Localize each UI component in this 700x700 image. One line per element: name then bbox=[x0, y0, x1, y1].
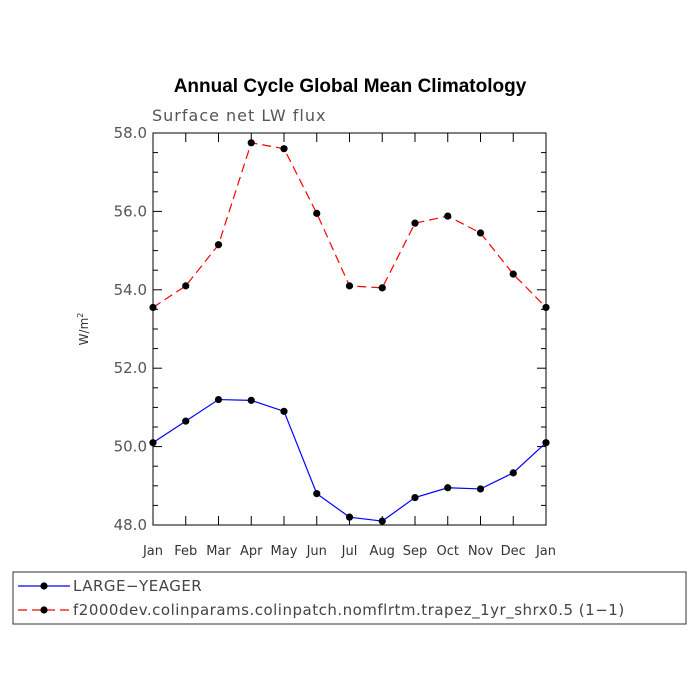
x-tick-label: Jun bbox=[306, 544, 327, 559]
series-line bbox=[152, 398, 547, 522]
x-tick-label: Apr bbox=[240, 544, 263, 559]
x-tick-label: Sep bbox=[403, 544, 428, 559]
data-point bbox=[378, 517, 386, 525]
data-point bbox=[476, 229, 485, 237]
data-point bbox=[182, 417, 190, 425]
data-point bbox=[149, 439, 157, 447]
data-point bbox=[411, 493, 419, 502]
x-tick-label: Aug bbox=[370, 544, 395, 559]
data-point bbox=[542, 439, 550, 447]
plot-area: 48.0 50.0 52.0 54.0 56.0 58.0 Jan Feb Mar Apr May… bbox=[114, 124, 556, 559]
data-point bbox=[214, 395, 223, 404]
data-point bbox=[280, 145, 288, 153]
legend-item: LARGE−YEAGER bbox=[18, 577, 202, 595]
y-tick-label: 54.0 bbox=[114, 281, 147, 299]
y-tick-label: 50.0 bbox=[114, 438, 147, 456]
data-point bbox=[345, 282, 354, 290]
data-point bbox=[378, 284, 386, 292]
x-tick-label: Nov bbox=[468, 544, 494, 559]
chart-title: Annual Cycle Global Mean Climatology bbox=[174, 76, 527, 97]
legend-marker bbox=[40, 582, 48, 590]
series-2 bbox=[149, 139, 550, 312]
y-axis-tick-labels: 48.0 50.0 52.0 54.0 56.0 58.0 bbox=[114, 124, 147, 534]
y-axis-label-superscript: 2 bbox=[76, 313, 85, 318]
x-tick-label: Jan bbox=[142, 544, 163, 559]
data-point bbox=[444, 484, 452, 492]
y-tick-label: 48.0 bbox=[114, 516, 147, 534]
data-point bbox=[149, 303, 157, 312]
data-point bbox=[509, 270, 517, 278]
plot-frame bbox=[152, 132, 547, 526]
data-point bbox=[214, 241, 223, 249]
x-tick-label: May bbox=[271, 544, 298, 559]
x-tick-label: Feb bbox=[174, 544, 197, 559]
chart-subtitle: Surface net LW flux bbox=[152, 106, 326, 125]
series-layer bbox=[149, 139, 550, 525]
data-point bbox=[280, 407, 288, 415]
x-tick-label: Oct bbox=[437, 544, 459, 559]
x-tick-label: Jan bbox=[535, 544, 556, 559]
y-tick-label: 52.0 bbox=[114, 359, 147, 377]
data-point bbox=[444, 212, 452, 220]
data-point bbox=[313, 209, 321, 217]
data-point bbox=[542, 303, 550, 312]
y-tick-label: 58.0 bbox=[114, 124, 147, 142]
x-tick-label: Jul bbox=[341, 544, 358, 559]
axis-ticks bbox=[152, 132, 547, 526]
x-tick-label: Dec bbox=[501, 544, 526, 559]
legend-box bbox=[12, 571, 687, 625]
y-axis-label-main: W/m bbox=[77, 318, 91, 346]
data-point bbox=[247, 139, 255, 147]
data-point bbox=[411, 219, 419, 227]
series-1 bbox=[149, 395, 550, 525]
legend: LARGE−YEAGER f2000dev.colinparams.colinpa… bbox=[12, 571, 687, 625]
data-point bbox=[247, 396, 255, 404]
data-point bbox=[313, 490, 321, 498]
y-tick-label: 56.0 bbox=[114, 202, 147, 220]
data-point bbox=[182, 282, 190, 290]
legend-label: LARGE−YEAGER bbox=[73, 577, 202, 595]
x-tick-label: Mar bbox=[206, 544, 231, 559]
data-point bbox=[345, 513, 354, 521]
y-axis-label: W/m2 bbox=[76, 313, 91, 346]
legend-marker bbox=[40, 606, 48, 614]
legend-label: f2000dev.colinparams.colinpatch.nomflrtm… bbox=[73, 601, 625, 620]
x-axis-tick-labels: Jan Feb Mar Apr May Jun Jul Aug Sep Oct Nov Dec Jan bbox=[142, 544, 556, 559]
legend-item: f2000dev.colinparams.colinpatch.nomflrtm… bbox=[18, 601, 625, 620]
data-point bbox=[509, 469, 517, 477]
data-point bbox=[476, 485, 485, 493]
